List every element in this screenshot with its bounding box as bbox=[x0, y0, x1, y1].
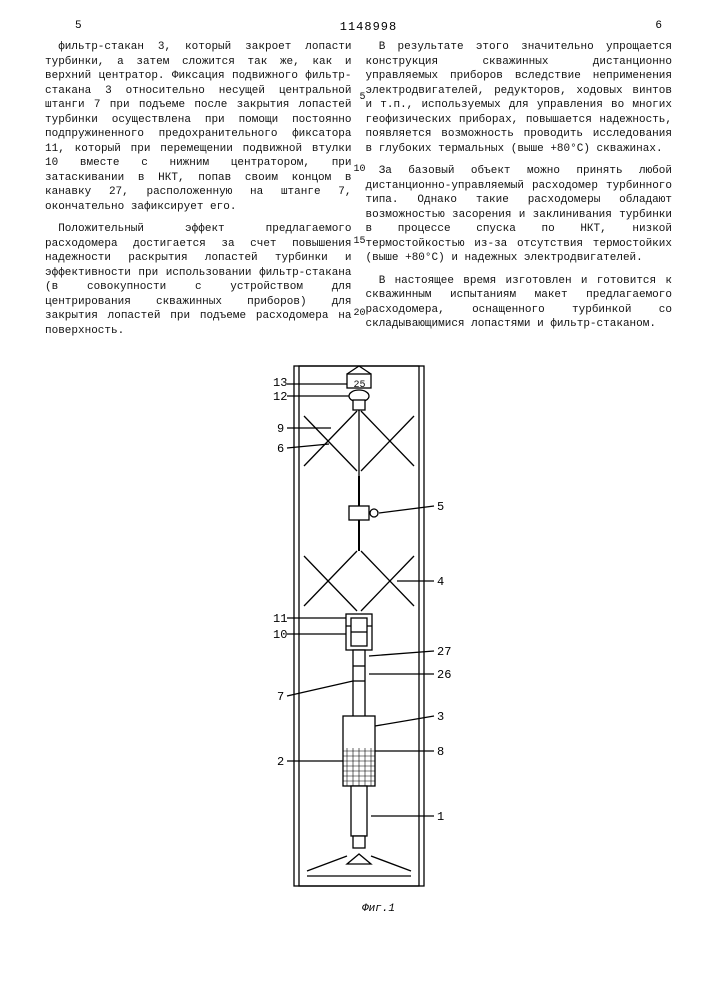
label-10: 10 bbox=[273, 628, 287, 642]
label-26: 26 bbox=[437, 668, 451, 682]
figure-svg: 13 12 9 6 11 10 7 2 5 4 27 26 3 8 1 bbox=[229, 356, 489, 896]
label-1: 1 bbox=[437, 810, 444, 824]
right-para-2: За базовый объект можно принять любой ди… bbox=[366, 164, 673, 266]
label-3: 3 bbox=[437, 710, 444, 724]
label-11: 11 bbox=[273, 612, 287, 626]
right-para-1: В результате этого значительно упрощаетс… bbox=[366, 40, 673, 156]
figure-caption: Фиг.1 bbox=[45, 903, 672, 915]
left-column: фильтр-стакан 3, который закроет лопасти… bbox=[45, 40, 352, 346]
left-para-1: фильтр-стакан 3, который закроет лопасти… bbox=[45, 40, 352, 214]
right-para-3: В настоящее время изготовлен и готовится… bbox=[366, 274, 673, 332]
lineno-10: 10 bbox=[352, 163, 366, 176]
page-header: 5 1148998 6 bbox=[45, 20, 672, 40]
lineno-15: 15 bbox=[352, 235, 366, 248]
label-8: 8 bbox=[437, 745, 444, 759]
label-2: 2 bbox=[277, 755, 284, 769]
left-para-2: Положительный эффект предлагаемого расхо… bbox=[45, 222, 352, 338]
lineno-25: 25 bbox=[352, 379, 366, 392]
figure-1: 13 12 9 6 11 10 7 2 5 4 27 26 3 8 1 Фиг.… bbox=[45, 356, 672, 915]
right-column: 5 10 15 20 25 В результате этого значите… bbox=[366, 40, 673, 346]
label-9: 9 bbox=[277, 422, 284, 436]
left-page-no: 5 bbox=[75, 20, 82, 34]
label-27: 27 bbox=[437, 645, 451, 659]
lineno-20: 20 bbox=[352, 307, 366, 320]
label-7: 7 bbox=[277, 690, 284, 704]
label-5: 5 bbox=[437, 500, 444, 514]
label-12: 12 bbox=[273, 390, 287, 404]
label-13: 13 bbox=[273, 376, 287, 390]
right-page-no: 6 bbox=[655, 20, 662, 34]
label-6: 6 bbox=[277, 442, 284, 456]
lineno-5: 5 bbox=[352, 91, 366, 104]
upper-centralizer bbox=[304, 406, 414, 476]
label-4: 4 bbox=[437, 575, 444, 589]
text-columns: фильтр-стакан 3, который закроет лопасти… bbox=[45, 40, 672, 346]
patent-number: 1148998 bbox=[82, 20, 656, 34]
